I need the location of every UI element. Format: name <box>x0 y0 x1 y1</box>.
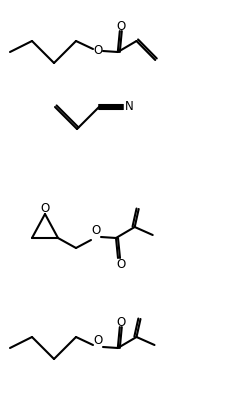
Text: O: O <box>116 316 126 329</box>
Text: O: O <box>116 20 126 33</box>
Text: O: O <box>94 334 103 348</box>
Text: O: O <box>40 201 50 215</box>
Text: O: O <box>116 257 126 271</box>
Text: O: O <box>94 45 103 57</box>
Text: N: N <box>125 101 134 113</box>
Text: O: O <box>92 225 100 237</box>
